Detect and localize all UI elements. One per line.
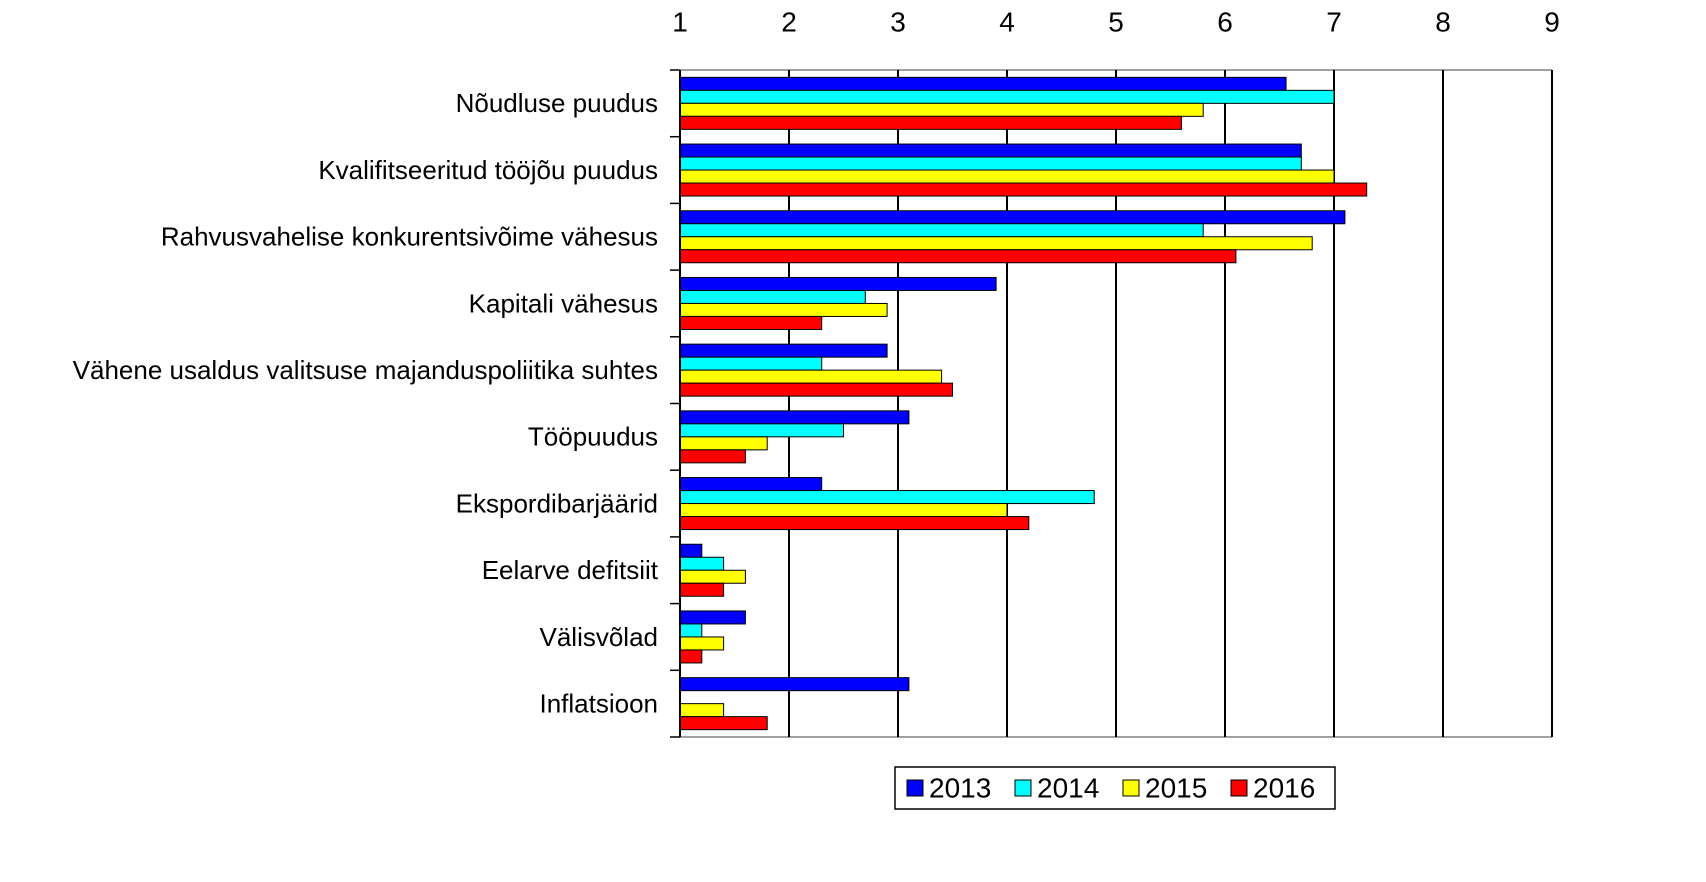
bar (679, 76, 1287, 91)
x-tick-label: 3 (890, 6, 906, 37)
x-tick-label: 7 (1326, 6, 1342, 37)
y-tick-label: Tööpuudus (528, 422, 658, 452)
bar (679, 436, 768, 451)
bar (679, 223, 1204, 238)
bar (679, 623, 703, 638)
bar (679, 356, 823, 371)
bar (679, 249, 1237, 264)
legend-label: 2013 (929, 772, 991, 803)
x-tick-label: 4 (999, 6, 1015, 37)
bar (679, 302, 888, 317)
bar (679, 210, 1346, 225)
bar (679, 315, 823, 330)
bar (679, 677, 910, 692)
bar (679, 236, 1313, 251)
bar (679, 556, 725, 571)
x-tick-label: 2 (781, 6, 797, 37)
bar (679, 156, 1302, 171)
bar (679, 369, 943, 384)
legend-swatch (906, 779, 924, 797)
legend-label: 2014 (1037, 772, 1099, 803)
bar (679, 289, 866, 304)
y-tick-label: Inflatsioon (539, 689, 658, 719)
x-tick-label: 6 (1217, 6, 1233, 37)
bar (679, 343, 888, 358)
bar (679, 516, 1030, 531)
legend-swatch (1122, 779, 1140, 797)
y-tick-label: Ekspordibarjäärid (456, 488, 658, 518)
legend-swatch (1230, 779, 1248, 797)
bar (679, 716, 768, 731)
bar (679, 410, 910, 425)
bar (679, 102, 1204, 117)
bar (679, 477, 823, 492)
bar (679, 490, 1095, 505)
y-tick-label: Nõudluse puudus (456, 88, 658, 118)
legend-label: 2015 (1145, 772, 1207, 803)
bar (679, 543, 703, 558)
bar (679, 423, 844, 438)
bar (679, 582, 725, 597)
y-tick-label: Eelarve defitsiit (482, 555, 659, 585)
y-tick-label: Kapitali vähesus (469, 288, 658, 318)
bar (679, 382, 953, 397)
bar (679, 703, 725, 718)
bar (679, 115, 1182, 130)
x-tick-label: 1 (672, 6, 688, 37)
legend-label: 2016 (1253, 772, 1315, 803)
bar (679, 649, 703, 664)
bar (679, 636, 725, 651)
bar (679, 169, 1335, 184)
y-tick-label: Rahvusvahelise konkurentsivõime vähesus (161, 222, 658, 252)
bar (679, 610, 746, 625)
y-tick-label: Kvalifitseeritud tööjõu puudus (318, 155, 658, 185)
legend-box (894, 766, 1336, 810)
legend-swatch (1014, 779, 1032, 797)
bar (679, 182, 1368, 197)
bar (679, 143, 1302, 158)
bar (679, 276, 997, 291)
y-tick-label: Vähene usaldus valitsuse majanduspoliiti… (73, 355, 658, 385)
bar (679, 89, 1335, 104)
x-tick-label: 5 (1108, 6, 1124, 37)
bar (679, 449, 746, 464)
bar (679, 569, 746, 584)
bar (679, 503, 1008, 518)
x-tick-label: 9 (1544, 6, 1560, 37)
y-tick-label: Välisvõlad (539, 622, 658, 652)
x-tick-label: 8 (1435, 6, 1451, 37)
